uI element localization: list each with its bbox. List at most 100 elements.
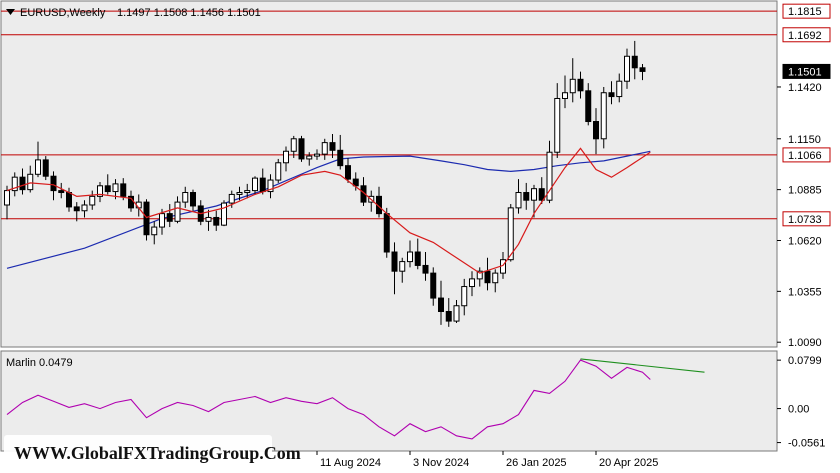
candle[interactable]: [81, 200, 88, 218]
candle-body-down: [445, 310, 452, 322]
candle[interactable]: [469, 271, 475, 297]
candle[interactable]: [143, 199, 150, 241]
candle[interactable]: [174, 196, 181, 224]
candle[interactable]: [35, 141, 41, 178]
candle[interactable]: [414, 238, 421, 270]
level-label-box: [782, 211, 831, 227]
candle[interactable]: [190, 189, 196, 211]
candle[interactable]: [352, 172, 359, 191]
candle-body-up: [4, 190, 10, 206]
candle-body-down: [66, 192, 72, 208]
candle[interactable]: [616, 73, 623, 103]
candle[interactable]: [104, 174, 111, 195]
candle[interactable]: [422, 252, 429, 281]
candle-body-up: [81, 204, 88, 212]
candle[interactable]: [221, 200, 227, 227]
candle-body-down: [42, 159, 49, 177]
watermark-background: [4, 435, 272, 469]
candle[interactable]: [608, 81, 615, 105]
candle-body-up: [205, 216, 212, 222]
level-label: 1.1692: [788, 30, 822, 42]
candle[interactable]: [507, 204, 514, 262]
candle[interactable]: [585, 83, 592, 126]
candle[interactable]: [430, 267, 437, 306]
candle[interactable]: [562, 75, 568, 109]
candle-body-up: [407, 251, 413, 263]
candle[interactable]: [120, 178, 127, 201]
candle-body-down: [523, 192, 530, 201]
candle-body-down: [298, 138, 305, 160]
candle[interactable]: [213, 210, 220, 231]
candle-body-up: [321, 142, 328, 155]
candle[interactable]: [577, 71, 584, 99]
candle[interactable]: [492, 269, 499, 293]
candle-body-up: [228, 193, 235, 204]
candle[interactable]: [554, 83, 561, 158]
candle[interactable]: [600, 86, 607, 149]
candle[interactable]: [438, 280, 444, 325]
candle[interactable]: [182, 186, 189, 208]
candle[interactable]: [27, 165, 34, 193]
candle[interactable]: [267, 174, 274, 199]
price-axis: 1.1815 1.1692 1.1066 1.0733 1.1501 1.1420 1.11…: [777, 3, 831, 349]
candle[interactable]: [244, 183, 251, 199]
candle[interactable]: [515, 179, 522, 214]
candle[interactable]: [399, 257, 406, 283]
oscillator-pane[interactable]: [0, 350, 778, 452]
candle[interactable]: [73, 202, 80, 222]
candle[interactable]: [283, 146, 289, 172]
osc-tick-label: 0.00: [788, 404, 809, 416]
candle[interactable]: [631, 40, 638, 80]
candle[interactable]: [19, 168, 26, 195]
candle[interactable]: [593, 108, 599, 155]
candle[interactable]: [453, 299, 460, 324]
candle-body-up: [89, 195, 96, 206]
candle[interactable]: [314, 149, 320, 160]
candle[interactable]: [445, 298, 452, 327]
candle-body-down: [50, 175, 57, 192]
candle[interactable]: [11, 172, 18, 197]
candle[interactable]: [97, 181, 103, 203]
candle[interactable]: [252, 176, 258, 195]
candle-body-up: [531, 188, 537, 201]
candle[interactable]: [484, 257, 491, 291]
candle[interactable]: [329, 133, 336, 158]
candle[interactable]: [205, 209, 212, 231]
candle[interactable]: [407, 240, 413, 268]
candle-body-down: [577, 78, 584, 92]
candle[interactable]: [461, 278, 468, 316]
candle[interactable]: [639, 63, 646, 81]
candle[interactable]: [391, 242, 398, 295]
main-price-pane[interactable]: [0, 0, 778, 348]
candle[interactable]: [624, 48, 630, 89]
candle[interactable]: [531, 184, 537, 218]
ohlc-readout: 1.1497 1.1508 1.1456 1.1501: [117, 7, 261, 19]
candle-body-down: [329, 142, 336, 151]
candle[interactable]: [538, 177, 545, 205]
candle[interactable]: [523, 182, 530, 210]
candle[interactable]: [298, 135, 305, 162]
candle-body-up: [112, 183, 119, 193]
candle[interactable]: [290, 135, 297, 158]
candle-body-up: [453, 305, 460, 322]
candle[interactable]: [476, 267, 483, 287]
candle[interactable]: [50, 171, 57, 201]
candle[interactable]: [89, 190, 96, 210]
symbol-title: EURUSD,Weekly: [20, 7, 106, 19]
candle[interactable]: [337, 134, 344, 170]
candle[interactable]: [569, 58, 576, 103]
candle[interactable]: [321, 138, 328, 160]
chart-menu-triangle-icon[interactable]: [6, 9, 15, 15]
candle[interactable]: [42, 156, 49, 181]
oscillator-title: Marlin 0.0479: [6, 357, 73, 369]
candle[interactable]: [546, 140, 553, 204]
candle[interactable]: [58, 182, 65, 199]
candle-body-down: [58, 190, 65, 194]
candle-body-down: [422, 264, 429, 274]
candle[interactable]: [275, 158, 282, 183]
candle[interactable]: [306, 152, 313, 166]
candle[interactable]: [151, 221, 158, 245]
candle[interactable]: [166, 204, 173, 228]
candle[interactable]: [236, 186, 243, 201]
candle[interactable]: [345, 157, 351, 183]
